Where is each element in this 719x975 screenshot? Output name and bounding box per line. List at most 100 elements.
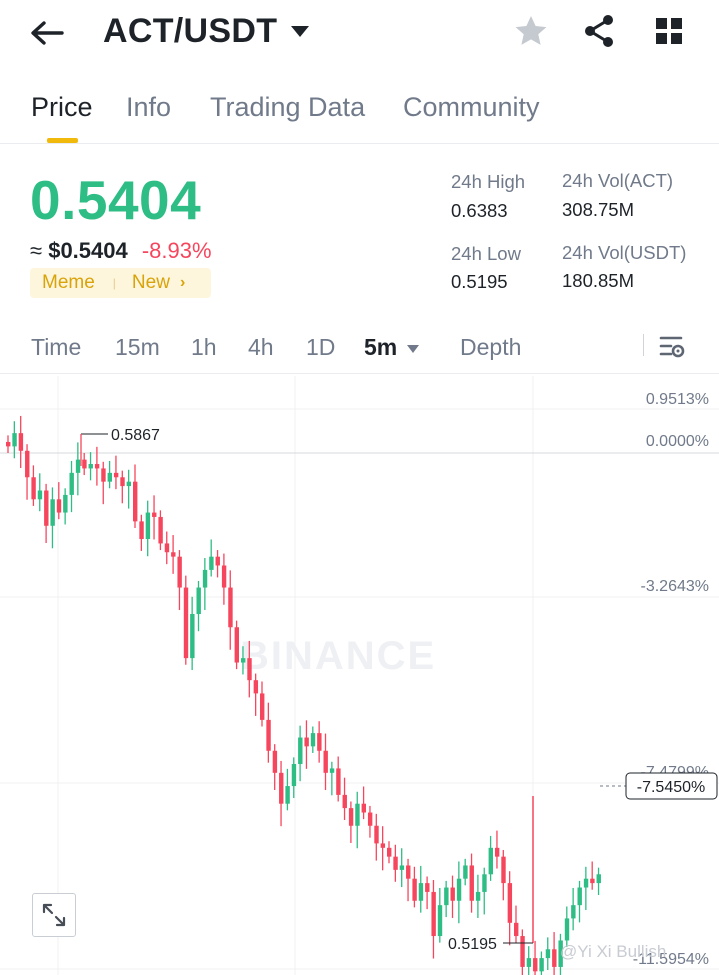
interval-4h[interactable]: 4h (248, 334, 274, 360)
candle-body (450, 887, 455, 901)
chart-settings-icon[interactable] (659, 335, 685, 364)
candle-body (133, 481, 138, 522)
price-chart[interactable]: BINANCE 0.9513%0.0000%-3.2643%-7.4799%-1… (0, 376, 719, 975)
candle-body (437, 905, 443, 937)
section-tabs: Price Info Trading Data Community (0, 76, 719, 144)
candle-body (272, 750, 278, 773)
candle-body (355, 803, 360, 826)
candle-body (488, 847, 493, 875)
interval-divider (643, 334, 644, 356)
candle-body (234, 627, 239, 663)
active-tab-indicator (47, 138, 78, 143)
tag-meme[interactable]: Meme (42, 272, 95, 293)
candle-body (247, 658, 252, 681)
credit-watermark: @Yi Xi Bullish (560, 942, 667, 961)
interval-5m[interactable]: 5m (364, 334, 398, 360)
current-price-box (625, 772, 718, 800)
candle-body (514, 922, 519, 937)
candle-body (475, 891, 481, 901)
candle-body (317, 733, 322, 751)
axis-label: -11.5954% (633, 951, 709, 968)
candle-body (323, 750, 328, 773)
candle-body (348, 808, 354, 826)
low-value: 0.5195 (451, 271, 508, 292)
candle-body (37, 490, 43, 500)
candle-body (431, 891, 436, 937)
price-subline: ≈ $0.5404 -8.93% (30, 238, 212, 264)
tab-price[interactable]: Price (31, 92, 93, 122)
interval-caret-icon[interactable] (406, 341, 420, 359)
candle-body (456, 878, 462, 901)
candle-body (164, 543, 170, 553)
candle-body (304, 737, 309, 747)
candle-body (298, 737, 303, 765)
candle-body (329, 768, 335, 773)
candle-body (183, 587, 189, 659)
candle-body (545, 949, 551, 959)
candle-body (158, 516, 163, 544)
candle-body (539, 958, 544, 972)
candle-body (387, 847, 392, 857)
candle-body (209, 556, 214, 570)
candle-body (101, 468, 106, 482)
candle-body (558, 940, 563, 967)
expand-chart-icon[interactable] (32, 893, 76, 937)
interval-time[interactable]: Time (31, 334, 82, 360)
candle-body (126, 481, 132, 487)
candle-body (380, 843, 386, 848)
candle-body (285, 786, 290, 804)
candle-body (31, 477, 36, 500)
candle-body (291, 764, 297, 787)
interval-depth[interactable]: Depth (460, 334, 522, 360)
interval-1d[interactable]: 1D (306, 334, 336, 360)
tab-info[interactable]: Info (126, 92, 172, 122)
interval-1h[interactable]: 1h (191, 334, 217, 360)
candle-body (342, 794, 347, 809)
candle-body (171, 552, 176, 557)
candle-body (590, 878, 595, 884)
low-marker-label: 0.5195 (448, 936, 497, 953)
chevron-right-icon[interactable]: › (179, 274, 186, 291)
star-icon[interactable] (514, 14, 548, 53)
watermark-text: BINANCE (240, 634, 436, 678)
axis-label: 0.0000% (646, 433, 709, 450)
candle-body (399, 865, 405, 870)
candle-body (526, 958, 532, 967)
candlestick-chart[interactable]: BINANCE 0.9513%0.0000%-3.2643%-7.4799%-1… (0, 376, 719, 975)
tag-separator: | (112, 276, 116, 290)
candle-body (12, 433, 17, 447)
usd-price: $0.5404 (48, 238, 128, 263)
candle-body (577, 887, 582, 906)
candle-body (374, 825, 379, 844)
back-arrow-icon[interactable] (30, 14, 70, 52)
tab-community[interactable]: Community (403, 92, 540, 122)
candle-body (596, 874, 601, 884)
candle-body (418, 883, 424, 901)
candle-body (94, 464, 100, 469)
candle-body (145, 512, 151, 540)
candle-body (88, 464, 93, 469)
caret-down-icon[interactable] (290, 24, 310, 43)
tab-trading-data[interactable]: Trading Data (210, 92, 366, 122)
pair-title[interactable]: ACT/USDT (103, 12, 278, 50)
candle-body (520, 936, 525, 967)
grid-icon[interactable] (655, 17, 683, 50)
chart-grid (0, 376, 719, 975)
tag-chips[interactable]: Meme | New › (30, 268, 211, 298)
candle-body (494, 847, 500, 857)
candle-body (533, 958, 538, 972)
share-icon[interactable] (583, 14, 615, 53)
candle-body (260, 693, 265, 720)
candle-body (310, 733, 316, 747)
axis-labels: 0.9513%0.0000%-3.2643%-7.4799%-11.5954% (633, 391, 709, 968)
candle-body (18, 433, 24, 451)
tag-new[interactable]: New (131, 272, 170, 293)
candle-body (44, 490, 49, 526)
vol-usdt-value: 180.85M (562, 270, 634, 291)
candle-body (107, 472, 112, 482)
candle-body (75, 459, 81, 473)
candle-body (113, 472, 119, 478)
interval-15m[interactable]: 15m (115, 334, 160, 360)
current-price-label: -7.5450% (637, 779, 706, 796)
candle-body (228, 587, 233, 628)
